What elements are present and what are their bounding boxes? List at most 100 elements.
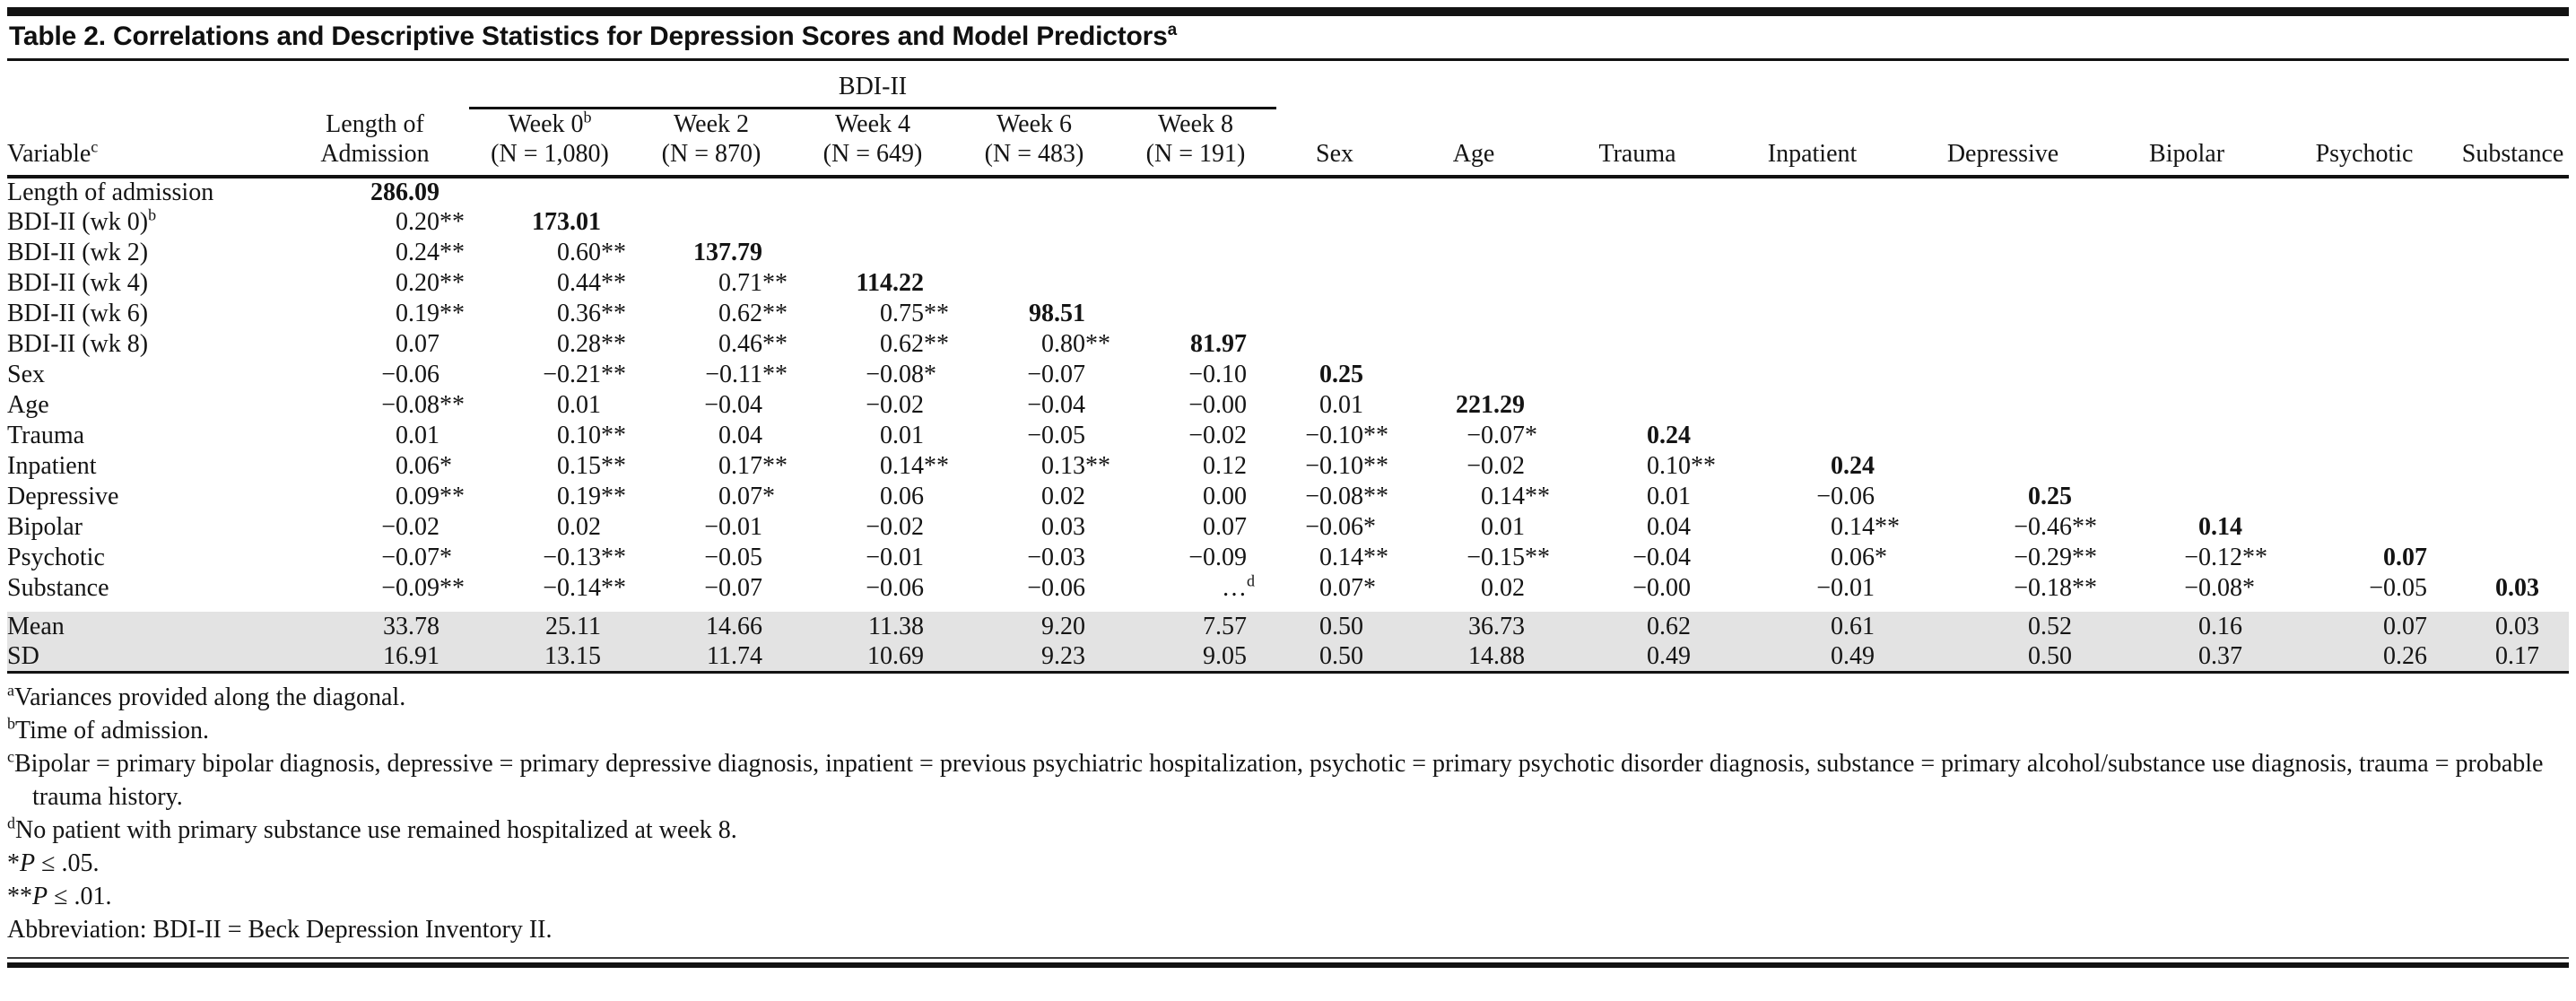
table-row: Age −0.08 ** 0.01 −0.04 −0.02 −0.04 −0.00 0.01 22…	[7, 390, 2569, 421]
table-cell	[1554, 177, 1720, 207]
table-cell: 0.02	[557, 512, 601, 541]
table-row: BDI-II (wk 8) 0.07 0.28 ** 0.46 ** 0.62 ** 0.80 *…	[7, 329, 2569, 360]
table-cell: −0.06	[381, 360, 439, 388]
table-cell	[1393, 268, 1554, 299]
table-cell: 0.01	[880, 421, 924, 449]
table-cell: 0.15 **	[557, 451, 626, 480]
table-row: Inpatient 0.06 * 0.15 ** 0.17 ** 0.14 ** 0.13 ** 0.…	[7, 451, 2569, 482]
column-header: Inpatient	[1720, 108, 1905, 178]
table-cell	[1115, 238, 1276, 268]
table-cell: −0.29 **	[2014, 543, 2098, 571]
table-cell: −0.01	[1816, 573, 1875, 602]
table-cell	[1904, 421, 2102, 451]
table-row: BDI-II (wk 4) 0.20 ** 0.44 ** 0.71 ** 114.22	[7, 268, 2569, 299]
table-cell	[1115, 207, 1276, 238]
summary-row-label: SD	[7, 641, 39, 670]
table-cell	[1904, 207, 2102, 238]
summary-spacer	[7, 604, 2569, 612]
table-cell: −0.06	[866, 573, 924, 602]
table-cell	[2102, 268, 2272, 299]
table-cell: 0.09 **	[396, 482, 465, 510]
table-row: Bipolar −0.02 0.02 −0.01 −0.02 0.03 0.07 −0.06 *…	[7, 512, 2569, 543]
table-cell: −0.05	[704, 543, 762, 571]
column-header-row: Variablec Length of Admission Week 0b (N = 1…	[7, 108, 2570, 178]
footnote: Abbreviation: BDI-II = Beck Depression I…	[7, 916, 553, 944]
group-header-spacer	[7, 61, 469, 108]
table-cell: −0.01	[704, 512, 762, 541]
table-cell: 0.03	[1041, 512, 1085, 541]
table-cell: −0.12 **	[2184, 543, 2268, 571]
table-cell	[1554, 238, 1720, 268]
table-cell	[1554, 207, 1720, 238]
summary-cell: 0.37	[2198, 641, 2243, 670]
journal-table-page: Table 2. Correlations and Descriptive St…	[7, 7, 2570, 968]
table-cell	[1904, 360, 2102, 390]
table-cell	[2457, 543, 2569, 573]
table-cell: 0.80 **	[1041, 329, 1110, 358]
table-cell: 286.09	[370, 178, 439, 206]
table-cell: −0.10 **	[1305, 451, 1389, 480]
table-cell	[1904, 268, 2102, 299]
table-cell: 0.20 **	[396, 207, 465, 236]
bdi-group-header: BDI-II	[469, 61, 1277, 109]
summary-cell: 0.49	[1831, 641, 1875, 670]
table-cell: −0.07 *	[1466, 421, 1538, 449]
table-cell	[2457, 512, 2569, 543]
table-cell	[1276, 177, 1393, 207]
summary-cell: 0.50	[2028, 641, 2073, 670]
table-cell	[1393, 177, 1554, 207]
table-cell	[1276, 329, 1393, 360]
table-cell: −0.02	[866, 512, 924, 541]
table-cell: −0.02	[866, 390, 924, 419]
table-cell: −0.02	[1466, 451, 1526, 480]
table-cell: 81.97	[1190, 329, 1248, 358]
footnote: dNo patient with primary substance use r…	[7, 814, 737, 844]
summary-cell: 25.11	[545, 612, 601, 640]
table-cell	[2457, 482, 2569, 512]
table-cell	[2272, 512, 2457, 543]
table-cell	[2102, 421, 2272, 451]
table-cell: 0.01	[1481, 512, 1526, 541]
table-cell	[1554, 268, 1720, 299]
table-cell: 0.07 *	[1319, 573, 1377, 602]
table-row: Psychotic −0.07 * −0.13 ** −0.05 −0.01 −0.03 −0.…	[7, 543, 2569, 573]
summary-cell: 0.52	[2028, 612, 2073, 640]
summary-cell: 9.23	[1041, 641, 1085, 670]
table-cell: 0.60 **	[557, 238, 626, 266]
table-cell	[2272, 451, 2457, 482]
table-cell	[792, 207, 953, 238]
table-cell: 0.14 **	[1481, 482, 1551, 510]
table-cell	[2457, 238, 2569, 268]
column-header: Sex	[1276, 108, 1394, 178]
table-cell: 114.22	[856, 268, 924, 297]
summary-cell: 10.69	[867, 641, 924, 670]
table-cell: −0.05	[1027, 421, 1085, 449]
summary-cell: 0.50	[1319, 612, 1364, 640]
group-header-spacer	[1276, 61, 2569, 108]
table-cell	[953, 268, 1115, 299]
table-cell: −0.15 **	[1466, 543, 1551, 571]
table-cell: 0.14 **	[880, 451, 949, 480]
row-label: BDI-II (wk 8)	[7, 329, 149, 358]
table-cell: … d	[1222, 571, 1256, 602]
summary-cell: 13.15	[544, 641, 601, 670]
table-row: Sex −0.06 −0.21 ** −0.11 ** −0.08 * −0.07 −0.10 0.…	[7, 360, 2569, 390]
summary-row: Mean 33.78 25.11 14.66 11.38 9.20 7.57 0.50 36.7…	[7, 611, 2570, 642]
table-cell: 137.79	[693, 238, 762, 266]
summary-cell: 9.05	[1203, 641, 1248, 670]
summary-cell: 14.66	[706, 612, 762, 640]
table-cell: 0.06 *	[1831, 543, 1888, 571]
table-cell: 0.24 **	[396, 238, 465, 266]
table-cell	[2272, 360, 2457, 390]
table-cell	[2102, 451, 2272, 482]
bdi-group-label: BDI-II	[838, 72, 908, 100]
table-cell: 0.10 **	[1647, 451, 1717, 480]
footnote: **P ≤ .01.	[7, 883, 112, 910]
table-cell	[2102, 238, 2272, 268]
table-cell: −0.03	[1027, 543, 1085, 571]
column-header: Week 0b (N = 1,080)	[469, 108, 631, 178]
table-cell	[792, 177, 953, 207]
row-label: Trauma	[7, 421, 85, 449]
bottom-thick-rule	[7, 962, 2569, 968]
summary-cell: 9.20	[1041, 612, 1085, 640]
